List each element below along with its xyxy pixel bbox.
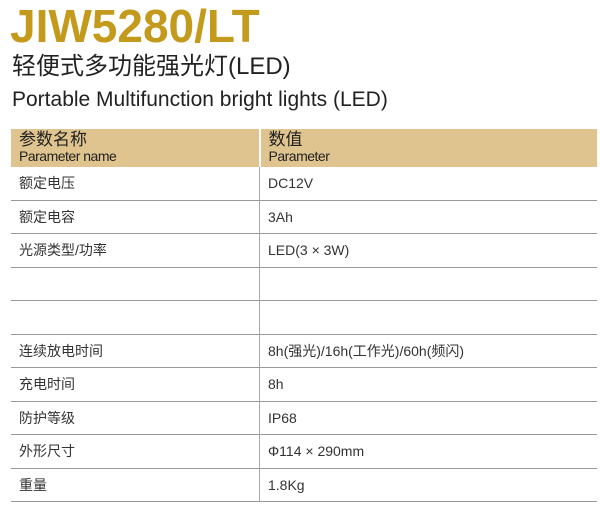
table-row: 额定电容 3Ah	[11, 200, 597, 234]
subtitle-en: Portable Multifunction bright lights (LE…	[12, 88, 388, 111]
parameter-table: 参数名称 Parameter name 数值 Parameter 额定电压 DC12V…	[11, 129, 597, 502]
header-en: Parameter	[268, 148, 330, 164]
parameter-name	[11, 300, 260, 335]
parameter-value: IP68	[259, 401, 597, 435]
product-title: JIW5280/LT	[10, 0, 260, 52]
header-en: Parameter name	[19, 148, 117, 164]
parameter-value: 8h(强光)/16h(工作光)/60h(频闪)	[259, 334, 597, 368]
table-row	[11, 300, 597, 335]
header-cn: 参数名称	[19, 130, 87, 149]
parameter-name: 额定电压	[11, 167, 260, 201]
parameter-name: 充电时间	[11, 367, 260, 402]
parameter-value: 8h	[259, 367, 597, 402]
parameter-value	[259, 267, 597, 301]
table-row: 重量 1.8Kg	[11, 468, 597, 502]
table-row: 光源类型/功率 LED(3 × 3W)	[11, 233, 597, 268]
table-row: 连续放电时间 8h(强光)/16h(工作光)/60h(频闪)	[11, 334, 597, 368]
table-row: 防护等级 IP68	[11, 401, 597, 435]
subtitle-cn: 轻便式多功能强光灯(LED)	[12, 53, 291, 80]
table-row	[11, 267, 597, 301]
parameter-name: 重量	[11, 468, 260, 502]
table-row: 充电时间 8h	[11, 367, 597, 402]
parameter-name: 防护等级	[11, 401, 260, 435]
parameter-value: LED(3 × 3W)	[259, 233, 597, 268]
header-parameter-value: 数值 Parameter	[258, 129, 597, 167]
parameter-value: DC12V	[259, 167, 597, 201]
table-row: 外形尺寸 Φ114 × 290mm	[11, 434, 597, 469]
parameter-name: 连续放电时间	[11, 334, 260, 368]
table-header: 参数名称 Parameter name 数值 Parameter	[11, 129, 597, 167]
parameter-name: 额定电容	[11, 200, 260, 234]
table-row: 额定电压 DC12V	[11, 167, 597, 201]
parameter-value: 3Ah	[259, 200, 597, 234]
parameter-name: 光源类型/功率	[11, 233, 260, 268]
parameter-name: 外形尺寸	[11, 434, 260, 469]
parameter-value: Φ114 × 290mm	[259, 434, 597, 469]
parameter-name	[11, 267, 260, 301]
parameter-value: 1.8Kg	[259, 468, 597, 502]
parameter-value	[259, 300, 597, 335]
header-cn: 数值	[268, 130, 303, 149]
header-parameter-name: 参数名称 Parameter name	[11, 129, 260, 167]
